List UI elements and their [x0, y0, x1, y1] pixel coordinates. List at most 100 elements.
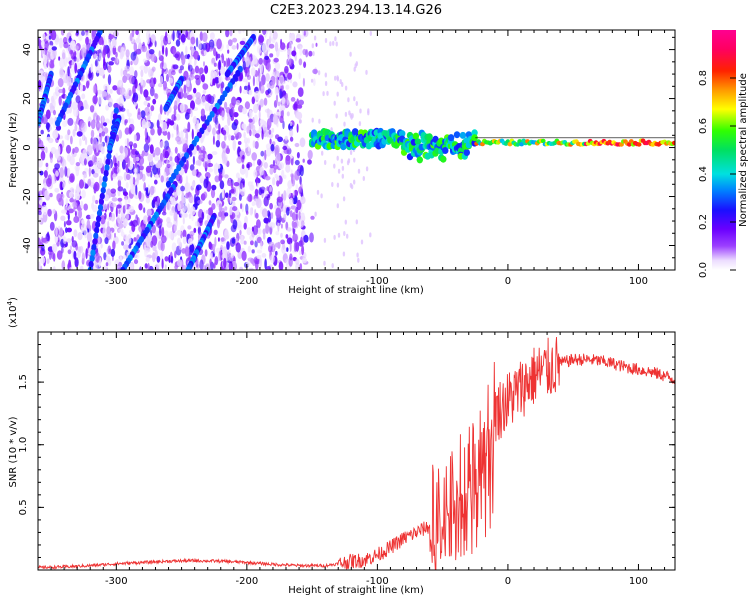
heatmap-cell	[299, 263, 303, 270]
heatmap-cell	[254, 240, 258, 248]
heatmap-cell	[228, 109, 232, 115]
heatmap-cell	[334, 75, 337, 81]
heatmap-cell	[81, 252, 85, 263]
heatmap-cell	[100, 243, 103, 249]
heatmap-cell	[171, 114, 176, 122]
heatmap-cell	[193, 92, 196, 98]
heatmap-cell	[195, 78, 201, 86]
heatmap-cell	[174, 53, 179, 59]
heatmap-cell	[283, 213, 287, 221]
heatmap-cell	[235, 242, 241, 253]
spectrogram-y-label: Frequency (Hz)	[8, 112, 19, 188]
heatmap-cell	[62, 87, 66, 95]
heatmap-cell	[259, 257, 262, 268]
heatmap-cell	[127, 157, 131, 168]
heatmap-cell	[101, 39, 104, 46]
heatmap-cell	[169, 151, 173, 157]
heatmap-cell	[344, 85, 348, 91]
heatmap-cell	[346, 160, 350, 166]
heatmap-cell	[53, 253, 56, 262]
heatmap-cell	[256, 198, 262, 209]
heatmap-cell	[180, 33, 186, 43]
heatmap-cell	[177, 237, 181, 245]
heatmap-cell	[241, 164, 245, 170]
heatmap-cell	[73, 146, 79, 153]
heatmap-cell	[174, 100, 178, 109]
heatmap-cell	[265, 266, 272, 270]
heatmap-cell	[79, 153, 84, 164]
heatmap-cell	[258, 187, 263, 196]
heatmap-cell	[356, 252, 359, 258]
heatmap-cell	[46, 136, 52, 142]
heatmap-cell	[282, 145, 288, 151]
heatmap-cell	[214, 256, 219, 266]
heatmap-cell	[193, 87, 197, 94]
heatmap-cell	[209, 258, 212, 266]
heatmap-cell	[326, 90, 329, 96]
heatmap-cell	[310, 78, 314, 83]
heatmap-cell	[296, 152, 300, 159]
heatmap-cell	[88, 70, 94, 81]
heatmap-cell	[349, 150, 353, 155]
heatmap-cell	[222, 129, 227, 136]
heatmap-cell	[52, 266, 56, 270]
heatmap-cell	[205, 263, 211, 269]
heatmap-cell	[112, 37, 117, 49]
heatmap-cell	[109, 88, 113, 94]
heatmap-cell	[280, 239, 285, 245]
heatmap-cell	[162, 130, 168, 136]
heatmap-cell	[79, 179, 84, 189]
heatmap-cell	[285, 234, 289, 239]
heatmap-cell	[272, 31, 278, 40]
heatmap-cell	[56, 250, 63, 260]
heatmap-cell	[275, 152, 281, 163]
heatmap-cell	[192, 155, 195, 166]
heatmap-cell	[259, 240, 263, 250]
heatmap-cell	[114, 162, 118, 168]
heatmap-cell	[120, 231, 125, 237]
heatmap-cell	[112, 173, 117, 180]
heatmap-cell	[349, 51, 352, 57]
heatmap-cell	[115, 134, 120, 142]
heatmap-cell	[126, 138, 129, 149]
heatmap-cell	[253, 169, 258, 178]
heatmap-cell	[105, 158, 111, 166]
heatmap-cell	[110, 202, 117, 208]
heatmap-cell	[336, 182, 340, 188]
heatmap-cell	[240, 238, 245, 245]
heatmap-cell	[51, 174, 56, 185]
heatmap-cell	[241, 250, 247, 261]
heatmap-cell	[43, 111, 46, 118]
heatmap-cell	[264, 176, 271, 181]
heatmap-cell	[62, 182, 66, 189]
heatmap-cell	[38, 261, 41, 270]
heatmap-cell	[269, 190, 273, 197]
heatmap-cell	[251, 201, 256, 207]
heatmap-cell	[278, 75, 285, 86]
heatmap-cell	[128, 126, 132, 135]
heatmap-cell	[266, 118, 272, 129]
heatmap-cell	[104, 237, 109, 245]
heatmap-cell	[154, 155, 160, 161]
heatmap-cell	[185, 266, 191, 270]
heatmap-cell	[123, 91, 128, 97]
x-tick-label: -100	[366, 276, 389, 287]
heatmap-cell	[135, 184, 138, 196]
heatmap-cell	[198, 217, 203, 223]
heatmap-cell	[113, 102, 119, 109]
heatmap-cell	[83, 173, 88, 179]
heatmap-cell	[136, 173, 141, 181]
heatmap-cell	[223, 60, 226, 67]
heatmap-cell	[195, 171, 202, 178]
heatmap-cell	[207, 162, 214, 168]
heatmap-cell	[174, 146, 178, 154]
heatmap-cell	[264, 258, 267, 270]
heatmap-cell	[163, 140, 170, 150]
heatmap-cell	[110, 248, 116, 257]
heatmap-cell	[132, 176, 136, 186]
heatmap-cell	[184, 54, 189, 59]
heatmap-cell	[201, 32, 208, 42]
heatmap-cell	[80, 200, 84, 209]
heatmap-cell	[519, 142, 524, 147]
heatmap-cell	[311, 117, 314, 123]
